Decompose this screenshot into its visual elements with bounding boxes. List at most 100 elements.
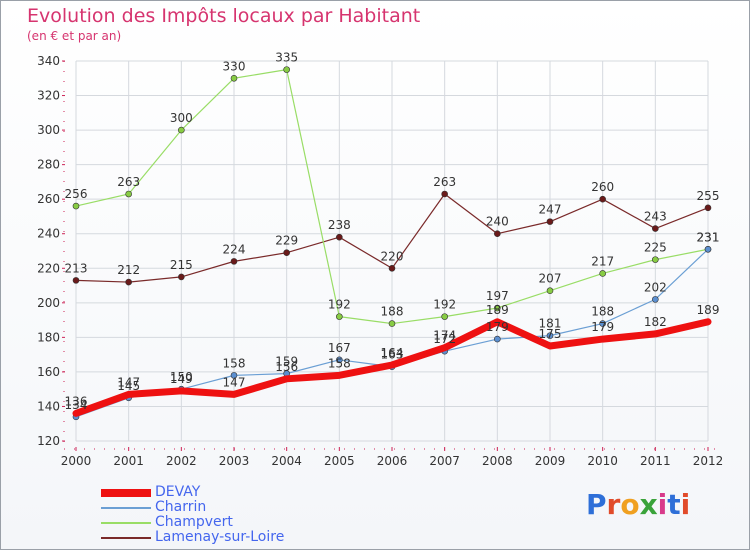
data-label-champvert: 335 xyxy=(275,51,298,65)
data-label-charrin: 150 xyxy=(170,370,193,384)
data-label-charrin: 163 xyxy=(381,348,404,362)
x-tick-label: 2003 xyxy=(219,454,250,468)
data-label-lamenay: 224 xyxy=(223,242,246,256)
series-line-devay xyxy=(72,318,712,417)
data-label-charrin: 159 xyxy=(275,355,298,369)
y-tick-label: 280 xyxy=(37,158,60,172)
data-point-lamenay xyxy=(704,204,712,212)
data-point-champvert xyxy=(494,304,501,312)
data-point-lamenay xyxy=(652,225,659,232)
data-label-champvert: 192 xyxy=(328,298,351,312)
data-label-devay: 182 xyxy=(644,315,667,329)
data-point-champvert xyxy=(546,287,554,295)
data-label-charrin: 231 xyxy=(697,230,720,244)
data-point-lamenay xyxy=(125,278,132,286)
data-label-devay: 174 xyxy=(433,329,456,343)
data-point-champvert xyxy=(125,190,132,198)
x-tick-label: 2004 xyxy=(271,454,302,468)
y-tick-label: 220 xyxy=(37,261,60,275)
data-label-charrin: 172 xyxy=(433,332,456,346)
legend-swatch-champvert xyxy=(101,521,151,524)
data-label-lamenay: 220 xyxy=(381,249,404,263)
data-label-devay: 189 xyxy=(697,303,720,317)
data-point-charrin xyxy=(546,332,554,339)
data-label-charrin: 179 xyxy=(486,320,509,334)
data-point-lamenay xyxy=(546,218,554,225)
data-label-champvert: 256 xyxy=(65,187,88,201)
data-point-lamenay xyxy=(72,277,80,284)
x-tick-label: 2011 xyxy=(640,454,671,468)
y-tick-label: 300 xyxy=(37,123,60,137)
data-point-champvert xyxy=(441,313,448,320)
data-label-lamenay: 215 xyxy=(170,258,193,272)
x-tick-label: 2009 xyxy=(535,454,566,468)
data-point-lamenay xyxy=(336,233,343,241)
data-point-champvert xyxy=(599,270,606,277)
data-point-lamenay xyxy=(283,249,290,257)
data-point-champvert xyxy=(388,320,396,327)
data-point-charrin xyxy=(704,245,712,253)
x-tick-label: 2012 xyxy=(693,454,724,468)
y-tick-label: 320 xyxy=(37,89,60,103)
data-label-devay: 147 xyxy=(223,375,246,389)
proxiti-logo: Proxiti xyxy=(586,488,690,521)
y-tick-label: 200 xyxy=(37,296,60,310)
data-label-charrin: 188 xyxy=(591,305,614,319)
data-point-charrin xyxy=(652,296,659,303)
data-label-lamenay: 212 xyxy=(117,263,140,277)
data-point-lamenay xyxy=(388,264,396,272)
data-label-charrin: 167 xyxy=(328,341,351,355)
data-label-charrin: 181 xyxy=(539,317,562,331)
data-label-champvert: 207 xyxy=(539,272,562,286)
data-label-charrin: 145 xyxy=(117,379,140,393)
data-label-devay: 149 xyxy=(170,372,193,386)
legend-item-champvert: Champvert xyxy=(101,515,284,530)
chart-title: Evolution des Impôts locaux par Habitant xyxy=(27,5,421,27)
data-point-champvert xyxy=(336,313,343,320)
data-point-charrin xyxy=(494,335,501,343)
data-label-devay: 158 xyxy=(328,356,351,370)
logo-text: Proxiti xyxy=(586,488,691,521)
data-label-devay: 175 xyxy=(539,327,562,341)
data-point-champvert xyxy=(652,256,659,263)
y-tick-label: 240 xyxy=(37,227,60,241)
data-label-devay: 156 xyxy=(275,360,298,374)
x-tick-label: 2002 xyxy=(166,454,197,468)
y-tick-label: 120 xyxy=(37,434,60,448)
x-tick-label: 2000 xyxy=(61,454,92,468)
legend-label-devay: DEVAY xyxy=(155,484,201,500)
data-label-devay: 189 xyxy=(486,303,509,317)
data-point-lamenay xyxy=(230,258,238,265)
data-label-charrin: 158 xyxy=(223,356,246,370)
data-point-lamenay xyxy=(494,230,501,238)
series-layer xyxy=(72,66,712,421)
legend-label-charrin: Charrin xyxy=(155,499,207,515)
data-label-charrin: 134 xyxy=(65,398,88,412)
legend-swatch-devay xyxy=(101,488,151,497)
data-point-charrin xyxy=(599,320,606,327)
data-label-champvert: 263 xyxy=(117,175,140,189)
data-label-champvert: 330 xyxy=(223,59,246,73)
data-label-lamenay: 255 xyxy=(697,189,720,203)
y-tick-label: 140 xyxy=(37,399,60,413)
x-tick-label: 2008 xyxy=(482,454,513,468)
legend-item-charrin: Charrin xyxy=(101,500,284,515)
data-point-lamenay xyxy=(599,195,606,203)
data-label-champvert: 217 xyxy=(591,254,614,268)
data-point-champvert xyxy=(283,66,290,73)
data-point-charrin xyxy=(336,356,343,364)
data-label-devay: 164 xyxy=(381,346,404,360)
legend-swatch-lamenay xyxy=(101,536,151,539)
data-label-champvert: 192 xyxy=(433,298,456,312)
chart-subtitle: (en € et par an) xyxy=(27,29,122,43)
legend-item-lamenay: Lamenay-sur-Loire xyxy=(101,530,284,545)
y-tick-label: 340 xyxy=(37,54,60,68)
x-tick-label: 2007 xyxy=(429,454,460,468)
data-label-champvert: 188 xyxy=(381,305,404,319)
data-label-lamenay: 247 xyxy=(539,203,562,217)
data-label-lamenay: 263 xyxy=(433,175,456,189)
data-label-champvert: 300 xyxy=(170,111,193,125)
data-label-devay: 147 xyxy=(117,375,140,389)
data-point-champvert xyxy=(72,202,80,210)
